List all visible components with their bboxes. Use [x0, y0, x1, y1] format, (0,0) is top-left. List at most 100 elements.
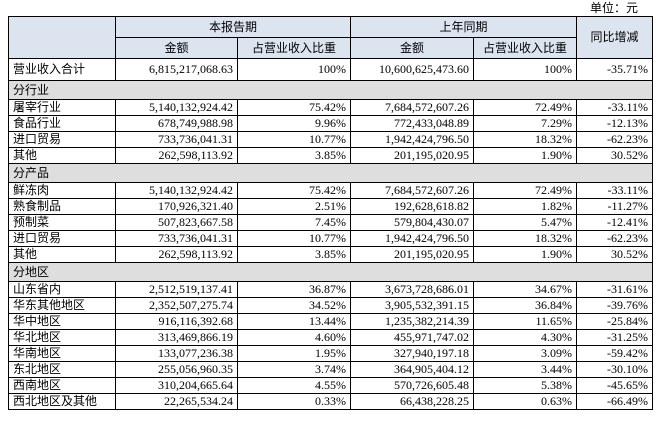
table-row: 熟食制品 170,926,321.40 2.51% 192,628,618.82 1.8…	[8, 198, 654, 215]
cell: -62.23%	[576, 230, 654, 247]
cell: 3,673,728,686.01	[350, 281, 475, 298]
cell: 30.52%	[576, 246, 654, 263]
cell: 1.82%	[473, 198, 578, 215]
cell: 4.55%	[236, 377, 352, 394]
cell: 10.77%	[236, 230, 352, 247]
cell: 72.49%	[473, 182, 578, 199]
cell: 22,265,534.24	[115, 393, 238, 410]
cell: 营业收入合计	[8, 58, 116, 81]
table-row: 东北地区 255,056,960.35 3.74% 364,905,404.12 3.4…	[8, 361, 654, 378]
cell: 预制菜	[8, 214, 116, 231]
table-row: 西南地区 310,204,665.64 4.55% 570,726,605.48 5.3…	[8, 377, 654, 394]
cell: 3.44%	[473, 361, 578, 378]
cell: 262,598,113.92	[115, 147, 238, 164]
cell: 鲜冻肉	[8, 182, 116, 199]
cell: 733,736,041.31	[115, 230, 238, 247]
cell: -33.11%	[576, 182, 654, 199]
table-row: 营业收入合计 6,815,217,068.63 100% 10,600,625,473…	[8, 58, 654, 81]
table-row: 进口贸易 733,736,041.31 10.77% 1,942,424,796.50…	[8, 131, 654, 148]
cell: 进口贸易	[8, 230, 116, 247]
table-row: 华中地区 916,116,392.68 13.44% 1,235,382,214.39…	[8, 313, 654, 330]
header-cell: 本报告期	[114, 16, 352, 38]
cell: -25.84%	[576, 313, 654, 330]
cell: 3.09%	[473, 345, 578, 362]
section-title: 分产品	[7, 163, 654, 183]
cell: -12.13%	[576, 115, 654, 132]
cell: 10.77%	[236, 131, 352, 148]
cell: 30.52%	[576, 147, 654, 164]
cell: 100%	[473, 58, 578, 81]
section-title: 分地区	[7, 262, 654, 282]
table-row: 食品行业 678,749,988.98 9.96% 772,433,048.89 7.2…	[8, 115, 654, 132]
cell: 507,823,667.58	[115, 214, 238, 231]
cell: 733,736,041.31	[115, 131, 238, 148]
cell: 313,469,866.19	[115, 329, 238, 346]
cell: 华南地区	[8, 345, 116, 362]
cell: 1,235,382,214.39	[350, 313, 475, 330]
cell: 255,056,960.35	[115, 361, 238, 378]
table-row: 其他 262,598,113.92 3.85% 201,195,020.95 1.90%…	[8, 246, 654, 263]
cell: 192,628,618.82	[350, 198, 475, 215]
cell: 熟食制品	[8, 198, 116, 215]
cell: 1,942,424,796.50	[350, 131, 475, 148]
cell: 18.32%	[473, 131, 578, 148]
cell: 1,942,424,796.50	[350, 230, 475, 247]
cell: 66,438,228.25	[350, 393, 475, 410]
table-row: 华北地区 313,469,866.19 4.60% 455,971,747.02 4.3…	[8, 329, 654, 346]
cell: 579,804,430.07	[350, 214, 475, 231]
cell: 100%	[236, 58, 352, 81]
cell: 3.85%	[236, 246, 352, 263]
table-row: 华南地区 133,077,236.38 1.95% 327,940,197.18 3.0…	[8, 345, 654, 362]
cell: 11.65%	[473, 313, 578, 330]
cell: -31.61%	[576, 281, 654, 298]
cell: 262,598,113.92	[115, 246, 238, 263]
cell: 72.49%	[473, 99, 578, 116]
cell: 201,195,020.95	[350, 147, 475, 164]
cell: 4.30%	[473, 329, 578, 346]
cell: 3.74%	[236, 361, 352, 378]
cell: 2.51%	[236, 198, 352, 215]
table-row: 鲜冻肉 5,140,132,924.42 75.42% 7,684,572,607.2…	[8, 182, 654, 199]
cell: 屠宰行业	[8, 99, 116, 116]
header-cell: 同比增减	[576, 16, 654, 59]
section-row: 分地区	[7, 262, 654, 282]
cell: -39.76%	[576, 297, 654, 314]
header-cell: 占营业收入比重	[236, 37, 352, 59]
cell: 75.42%	[236, 182, 352, 199]
cell: -45.65%	[576, 377, 654, 394]
cell: 6,815,217,068.63	[115, 58, 238, 81]
cell: -35.71%	[576, 58, 654, 81]
cell: 3,905,532,391.15	[350, 297, 475, 314]
cell: 7.29%	[473, 115, 578, 132]
cell: 772,433,048.89	[350, 115, 475, 132]
cell: 916,116,392.68	[115, 313, 238, 330]
cell: 455,971,747.02	[350, 329, 475, 346]
cell: -11.27%	[576, 198, 654, 215]
cell: -62.23%	[576, 131, 654, 148]
cell: 201,195,020.95	[350, 246, 475, 263]
header-cell: 上年同期	[350, 16, 578, 38]
table-row: 西北地区及其他 22,265,534.24 0.33% 66,438,228.25 0.…	[8, 393, 654, 410]
cell: 570,726,605.48	[350, 377, 475, 394]
cell: 5.38%	[473, 377, 578, 394]
cell: 10,600,625,473.60	[350, 58, 475, 81]
cell: -12.41%	[576, 214, 654, 231]
cell: 5,140,132,924.42	[115, 99, 238, 116]
cell: 1.95%	[236, 345, 352, 362]
cell: 36.84%	[473, 297, 578, 314]
cell: 食品行业	[8, 115, 116, 132]
cell: 75.42%	[236, 99, 352, 116]
table-row: 山东省内 2,512,519,137.41 36.87% 3,673,728,686.…	[8, 281, 654, 298]
header-row: 本报告期 上年同期 同比增减	[8, 16, 654, 59]
cell: 1.90%	[473, 147, 578, 164]
cell: -59.42%	[576, 345, 654, 362]
section-title: 分行业	[7, 80, 654, 100]
cell: 其他	[8, 147, 116, 164]
section-row: 分行业	[7, 80, 654, 100]
table-row: 进口贸易 733,736,041.31 10.77% 1,942,424,796.50…	[8, 230, 654, 247]
cell: 133,077,236.38	[115, 345, 238, 362]
cell: -30.10%	[576, 361, 654, 378]
header-cell: 金额	[350, 37, 475, 59]
cell: 5,140,132,924.42	[115, 182, 238, 199]
cell: 678,749,988.98	[115, 115, 238, 132]
